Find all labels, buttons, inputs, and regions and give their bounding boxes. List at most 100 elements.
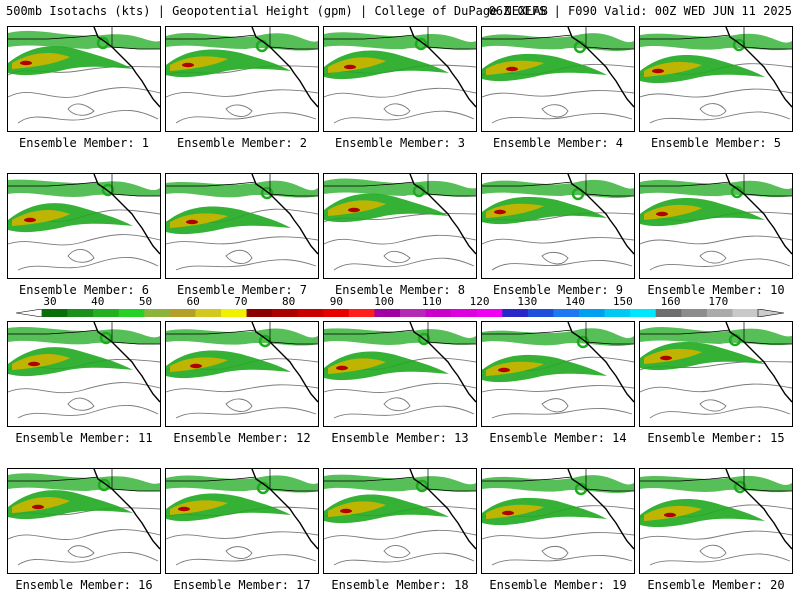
height-contour	[383, 545, 411, 559]
upper-low-ring	[415, 479, 429, 493]
ensemble-map-panel	[481, 26, 635, 132]
ensemble-member-caption: Ensemble Member: 8	[334, 283, 466, 297]
height-contour	[333, 405, 475, 419]
colorbar-tick-label: 160	[660, 295, 681, 308]
colorbar-tick-label: 80	[282, 295, 296, 308]
map-plot	[482, 174, 634, 271]
ensemble-map-panel	[323, 468, 477, 574]
upper-low-ring	[417, 332, 431, 346]
height-contour	[333, 257, 475, 271]
coastline	[251, 174, 318, 255]
height-contour	[166, 531, 318, 540]
jet-streak-shading	[640, 342, 765, 371]
political-borders	[166, 27, 318, 50]
height-contour	[333, 110, 475, 124]
height-contour	[640, 530, 792, 540]
coastline	[251, 469, 318, 550]
jet-band-shading	[324, 32, 476, 50]
coastline	[409, 27, 476, 108]
ensemble-map-panel	[639, 173, 793, 279]
coastline	[251, 322, 318, 403]
colorbar-segment	[527, 309, 554, 317]
ensemble-map-panel	[165, 173, 319, 279]
height-contour	[225, 104, 253, 117]
jet-max-shading	[344, 64, 356, 70]
colorbar-segment	[425, 309, 452, 317]
political-borders	[640, 27, 792, 50]
jet-band-shading	[166, 475, 318, 493]
height-contour	[17, 404, 159, 419]
height-contour	[491, 554, 633, 566]
jet-max-shading	[32, 504, 44, 510]
coastline	[93, 174, 160, 255]
ensemble-member-caption: Ensemble Member: 4	[492, 136, 624, 150]
map-plot	[8, 174, 160, 271]
height-contour	[383, 250, 411, 264]
height-contour	[333, 552, 475, 566]
colorbar-segment	[732, 309, 759, 317]
coastline	[725, 322, 792, 403]
map-plot	[324, 27, 476, 124]
map-plot	[482, 469, 634, 566]
colorbar-segment	[400, 309, 426, 317]
ensemble-member-caption: Ensemble Member: 20	[647, 578, 785, 592]
jet-band-shading	[482, 328, 634, 346]
colorbar-segment	[604, 309, 631, 317]
jet-band-shading	[8, 473, 160, 492]
jet-streak-shading	[640, 55, 765, 84]
colorbar-segment	[451, 309, 478, 317]
colorbar-segment	[374, 309, 401, 317]
political-borders	[8, 469, 160, 492]
coastline	[93, 27, 160, 108]
jet-max-shading	[348, 207, 360, 213]
map-plot	[166, 469, 318, 566]
jet-streak-shading	[166, 49, 291, 78]
height-contour	[67, 249, 95, 263]
jet-core-shading	[170, 500, 228, 515]
political-borders	[324, 27, 476, 50]
map-plot	[640, 469, 792, 566]
jet-band-shading	[8, 30, 160, 50]
height-contour	[649, 111, 791, 124]
jet-max-shading	[506, 66, 518, 72]
colorbar-segment	[348, 309, 375, 317]
height-contour	[166, 384, 318, 393]
colorbar-segment	[476, 309, 503, 317]
height-contour	[383, 397, 411, 412]
height-contour	[225, 546, 253, 559]
upper-low-ring	[571, 187, 585, 201]
height-contour	[482, 385, 634, 393]
colorbar-tick-label: 140	[565, 295, 585, 308]
jet-core-shading	[486, 361, 544, 376]
height-contour	[225, 249, 253, 264]
jet-max-shading	[664, 512, 676, 518]
jet-streak-shading	[640, 198, 765, 227]
jet-core-shading	[644, 61, 702, 77]
colorbar-tick-label: 100	[374, 295, 395, 308]
colorbar-segment	[579, 309, 605, 317]
political-borders	[324, 469, 476, 492]
coastline	[567, 322, 634, 403]
ensemble-map-panel	[7, 468, 161, 574]
colorbar-tick-label: 40	[91, 295, 105, 308]
jet-core-shading	[328, 57, 386, 73]
colorbar-tick-label: 60	[186, 295, 200, 308]
height-contour	[175, 259, 317, 271]
height-contour	[649, 553, 791, 566]
jet-core-shading	[12, 353, 70, 370]
map-plot	[166, 322, 318, 419]
colorbar	[16, 309, 784, 317]
jet-core-shading	[644, 348, 702, 364]
ensemble-member-caption: Ensemble Member: 17	[173, 578, 311, 592]
jet-streak-shading	[324, 351, 449, 381]
ensemble-member-caption: Ensemble Member: 5	[650, 136, 782, 150]
colorbar-tick-label: 90	[329, 295, 344, 308]
jet-max-shading	[340, 508, 352, 514]
jet-streak-shading	[324, 50, 449, 80]
political-borders	[482, 174, 634, 197]
ensemble-map-panel	[481, 173, 635, 279]
upper-low-ring	[414, 37, 428, 51]
map-plot	[482, 27, 634, 124]
coastline	[725, 469, 792, 550]
jet-streak-shading	[8, 347, 133, 377]
